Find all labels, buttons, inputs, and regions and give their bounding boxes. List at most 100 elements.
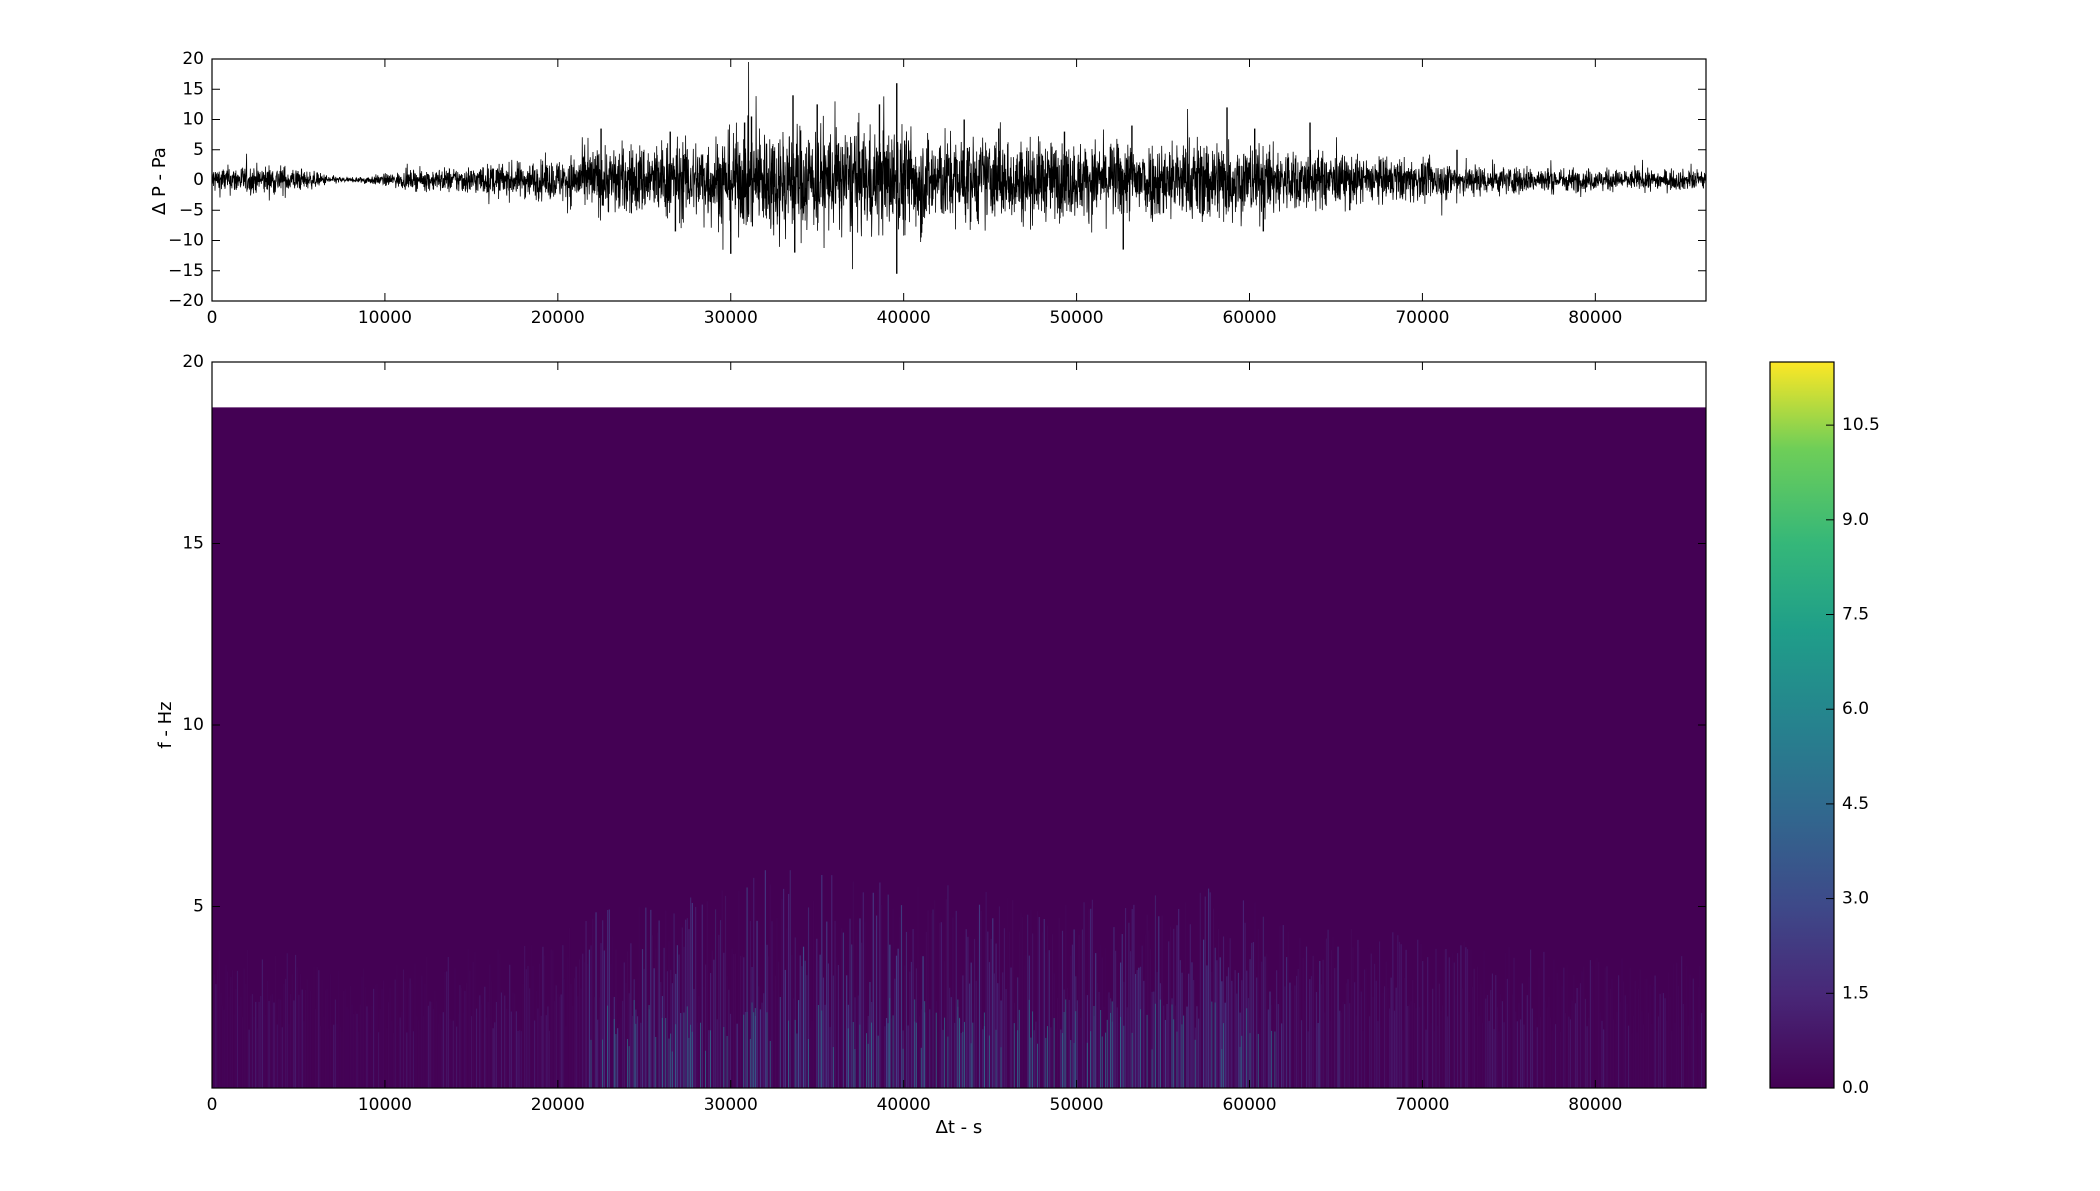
spectrogram-column <box>1437 1025 1439 1088</box>
spectrogram-column <box>1704 1025 1706 1088</box>
spectrogram-column <box>1657 1016 1660 1088</box>
spectrogram-column <box>1038 916 1040 1088</box>
spectrogram-column <box>1300 1020 1303 1088</box>
spectrogram-column <box>882 954 884 1088</box>
spectrogram-column <box>1375 980 1377 1088</box>
spectrogram-column <box>1272 1019 1274 1088</box>
spectrogram-column <box>892 908 894 1088</box>
spectrogram-column <box>1224 1002 1226 1088</box>
spectrogram-column <box>869 982 871 1088</box>
spectrogram-y-tick-label: 15 <box>182 534 204 554</box>
waveform-y-tick-label: 15 <box>182 79 204 99</box>
spectrogram-column <box>334 999 336 1088</box>
spectrogram-column <box>1332 936 1334 1088</box>
spectrogram-column <box>962 975 964 1088</box>
spectrogram-hot-column <box>1090 1031 1092 1088</box>
spectrogram-hot-column <box>633 1000 635 1088</box>
spectrogram-column <box>1073 929 1075 1088</box>
spectrogram-column <box>1407 1005 1409 1088</box>
spectrogram-hot-column <box>892 1015 894 1088</box>
spectrogram-hot-column <box>628 1046 630 1088</box>
spectrogram-column <box>1664 998 1666 1088</box>
spectrogram-column <box>429 1001 431 1088</box>
spectrogram-column <box>1143 980 1145 1088</box>
spectrogram-hot-column <box>821 1010 823 1088</box>
spectrogram-column <box>1591 965 1593 1088</box>
spectrogram-hot-column <box>1214 1002 1216 1088</box>
spectrogram-hot-column <box>1151 1049 1153 1088</box>
spectrogram-column <box>1050 1027 1052 1088</box>
spectrogram-column <box>955 910 957 1088</box>
spectrogram-column <box>346 1006 348 1088</box>
spectrogram-column <box>771 921 773 1088</box>
spectrogram-column <box>1096 983 1098 1088</box>
spectrogram-column <box>424 983 426 1088</box>
spectrogram-column <box>1697 986 1699 1088</box>
waveform-x-tick-label: 70000 <box>1395 308 1449 328</box>
spectrogram-column <box>993 973 996 1088</box>
spectrogram-column <box>580 988 582 1088</box>
spectrogram-column <box>587 963 589 1088</box>
spectrogram-column <box>1458 1014 1460 1088</box>
spectrogram-column <box>281 1027 283 1088</box>
spectrogram-column <box>215 984 217 1088</box>
spectrogram-column <box>1659 993 1661 1088</box>
spectrogram-column <box>1020 912 1022 1088</box>
spectrogram-hot-column <box>794 1019 796 1088</box>
spectrogram-column <box>1387 987 1389 1088</box>
spectrogram-column <box>218 950 220 1088</box>
spectrogram-column <box>597 1019 599 1088</box>
spectrogram-column <box>739 955 742 1088</box>
spectrogram-column <box>344 988 346 1088</box>
spectrogram-column <box>1126 1007 1128 1088</box>
spectrogram-hot-column <box>1100 1009 1102 1088</box>
spectrogram-column <box>472 962 474 1088</box>
spectrogram-column <box>922 956 924 1088</box>
spectrogram-column <box>1060 1029 1062 1088</box>
spectrogram-column <box>1148 930 1150 1088</box>
spectrogram-column <box>1556 972 1558 1088</box>
spectrogram-column <box>736 1023 738 1088</box>
spectrogram-column <box>1583 966 1585 1088</box>
spectrogram-column <box>1042 932 1044 1088</box>
spectrogram-hot-column <box>915 1022 917 1088</box>
spectrogram-hot-column <box>1221 1049 1223 1088</box>
spectrogram-column <box>1269 991 1271 1088</box>
spectrogram-column <box>1498 1031 1500 1088</box>
spectrogram-column <box>1486 995 1489 1088</box>
spectrogram-column <box>1637 988 1640 1088</box>
spectrogram-column <box>880 904 883 1088</box>
spectrogram-column <box>690 897 692 1088</box>
spectrogram-column <box>343 990 345 1088</box>
spectrogram-column <box>1345 983 1347 1088</box>
spectrogram-column <box>1631 1033 1633 1088</box>
spectrogram-column <box>1277 1004 1279 1088</box>
spectrogram-column <box>872 892 874 1088</box>
spectrogram-hot-column <box>970 1043 972 1088</box>
spectrogram-column <box>791 954 793 1088</box>
spectrogram-column <box>942 1029 944 1088</box>
spectrogram-hot-column <box>1073 1042 1075 1088</box>
spectrogram-column <box>1604 967 1606 1088</box>
spectrogram-column <box>1589 960 1591 1088</box>
spectrogram-column <box>1667 972 1669 1088</box>
spectrogram-column <box>905 931 908 1088</box>
spectrogram-column <box>1576 987 1578 1088</box>
spectrogram-column <box>696 1022 698 1088</box>
spectrogram-column <box>1081 929 1083 1088</box>
spectrogram-column <box>263 999 265 1088</box>
spectrogram-column <box>623 962 625 1088</box>
spectrogram-column <box>608 909 610 1088</box>
colorbar-tick-label: 7.5 <box>1842 605 1869 625</box>
spectrogram-column <box>1480 983 1482 1088</box>
spectrogram-column <box>422 1016 424 1088</box>
spectrogram-column <box>1571 1000 1573 1088</box>
spectrogram-column <box>572 1005 574 1088</box>
spectrogram-column <box>1378 941 1381 1088</box>
spectrogram-column <box>640 1022 642 1088</box>
spectrogram-column <box>670 969 672 1088</box>
spectrogram-column <box>553 1001 556 1088</box>
spectrogram-column <box>1516 1021 1518 1088</box>
spectrogram-hot-column <box>710 1030 711 1088</box>
spectrogram-hot-column <box>1246 1008 1248 1088</box>
